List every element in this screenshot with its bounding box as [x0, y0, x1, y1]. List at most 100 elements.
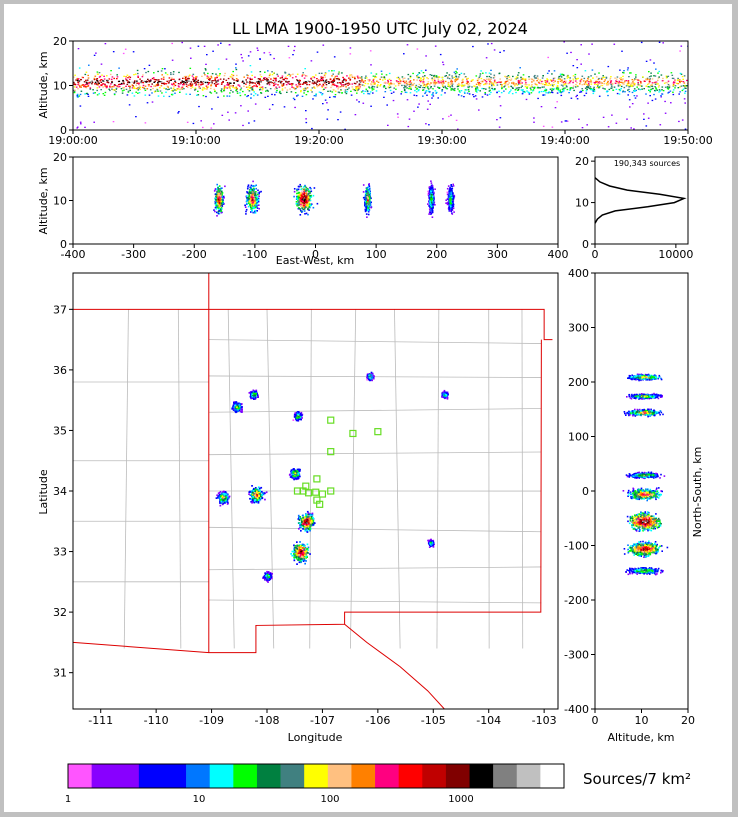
altitude-time-source — [635, 78, 637, 80]
altitude-time-source — [550, 91, 553, 93]
altitude-time-source — [545, 92, 547, 94]
altitude-time-source — [312, 80, 314, 82]
altitude-time-source — [254, 76, 256, 78]
east-west-source — [428, 198, 431, 200]
altitude-time-source — [93, 78, 96, 81]
altitude-time-source — [671, 77, 674, 79]
altitude-time-source — [325, 81, 328, 84]
altitude-time-source — [296, 95, 298, 97]
east-west-source — [302, 186, 305, 188]
altitude-time-source — [501, 84, 503, 86]
altitude-time-source — [87, 85, 90, 87]
altitude-time-source — [446, 72, 448, 74]
altitude-time-source — [633, 84, 636, 86]
altitude-time-source — [305, 94, 308, 96]
plan-view-source — [310, 516, 313, 519]
east-west-source — [297, 203, 300, 205]
altitude-time-source — [157, 90, 159, 92]
altitude-time-source — [314, 87, 316, 89]
altitude-time-source — [220, 88, 223, 90]
east-west-source — [449, 197, 452, 199]
altitude-time-source — [247, 74, 249, 77]
altitude-time-source — [601, 82, 603, 84]
east-west-source — [298, 196, 301, 199]
east-west-source — [448, 196, 450, 199]
east-west-source — [253, 187, 255, 190]
altitude-time-source — [517, 74, 519, 76]
altitude-time-source — [174, 89, 176, 91]
altitude-time-source — [416, 48, 419, 50]
altitude-time-source — [173, 86, 175, 88]
plan-view-source — [293, 554, 296, 557]
altitude-time-source — [445, 87, 447, 89]
altitude-time-source — [73, 89, 75, 92]
altitude-time-source — [462, 84, 464, 87]
altitude-time-source — [385, 87, 387, 90]
altitude-time-source — [593, 88, 596, 91]
altitude-time-source — [425, 55, 427, 57]
altitude-time-source — [607, 80, 609, 83]
east-west-source — [305, 200, 307, 202]
altitude-time-source — [427, 90, 430, 92]
altitude-time-source — [548, 82, 550, 84]
east-west-source — [255, 191, 257, 193]
altitude-time-source — [236, 90, 239, 93]
east-west-source — [219, 198, 222, 200]
histogram-xtick-label: 10000 — [658, 248, 693, 261]
altitude-time-source — [128, 75, 130, 78]
altitude-time-source — [635, 74, 637, 76]
altitude-time-source — [251, 74, 253, 77]
altitude-time-source — [422, 75, 424, 78]
county-line — [266, 309, 275, 649]
east-west-source — [446, 202, 449, 204]
altitude-time-source — [200, 80, 202, 83]
east-west-source — [299, 214, 302, 216]
east-west-source — [258, 207, 260, 210]
altitude-time-source — [281, 77, 283, 79]
altitude-time-source — [478, 109, 480, 111]
east-west-source — [367, 194, 370, 196]
plan-view-source — [299, 545, 302, 548]
altitude-time-source — [215, 81, 217, 83]
altitude-time-source — [451, 82, 453, 84]
altitude-time-source — [403, 89, 406, 92]
altitude-time-source — [206, 87, 208, 89]
altitude-time-source — [77, 81, 79, 83]
east-west-source — [302, 192, 304, 194]
plan-view-source — [301, 520, 303, 523]
altitude-time-source — [677, 77, 679, 80]
altitude-time-source — [518, 81, 521, 83]
east-west-source — [451, 206, 453, 209]
east-west-source — [369, 190, 371, 193]
altitude-time-source — [366, 90, 369, 92]
altitude-time-source — [458, 74, 461, 76]
altitude-time-source — [264, 77, 266, 79]
altitude-time-source — [454, 73, 457, 75]
altitude-time-source — [576, 82, 578, 84]
altitude-time-source — [353, 89, 356, 91]
altitude-time-source — [306, 87, 309, 89]
plan-view-source — [297, 559, 299, 561]
east-west-source — [448, 190, 450, 193]
altitude-time-source — [508, 79, 510, 81]
altitude-time-source — [387, 79, 389, 82]
east-west-source — [429, 195, 431, 197]
east-west-source — [217, 191, 219, 193]
altitude-time-source — [450, 83, 453, 85]
altitude-time-source — [551, 88, 553, 90]
altitude-time-source — [357, 86, 359, 88]
altitude-time-source — [297, 83, 300, 85]
altitude-time-source — [370, 72, 373, 74]
altitude-time-source — [583, 83, 586, 85]
altitude-time-source — [431, 79, 434, 81]
altitude-time-source — [536, 80, 538, 82]
altitude-time-source — [323, 88, 325, 90]
altitude-time-source — [585, 90, 588, 92]
altitude-time-source — [512, 83, 515, 85]
plan-view-source — [300, 529, 302, 532]
east-west-source — [451, 198, 454, 201]
east-west-source — [368, 190, 370, 193]
altitude-time-source — [266, 80, 268, 82]
altitude-time-source — [420, 85, 422, 87]
altitude-time-source — [178, 111, 180, 113]
